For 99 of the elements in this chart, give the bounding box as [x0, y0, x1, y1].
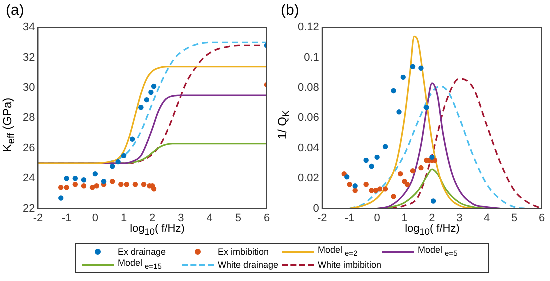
x-tick-label: 1 — [402, 212, 408, 224]
point — [410, 64, 416, 70]
x-axis-title: log$_{10}$( f/Hz) — [129, 223, 186, 238]
point — [132, 182, 138, 188]
point — [72, 182, 78, 188]
x-tick-label: 2 — [150, 212, 156, 224]
x-tick-label: -1 — [62, 212, 72, 224]
line-series — [376, 82, 502, 209]
x-tick-label: 2 — [429, 212, 436, 224]
line-series — [349, 36, 474, 209]
x-tick-label: 1 — [120, 212, 128, 224]
chart-title: (b) — [281, 2, 300, 19]
point — [121, 153, 127, 159]
y-tick-label: 0 — [313, 202, 320, 215]
point — [344, 174, 350, 180]
point — [373, 188, 379, 194]
y-tick-label: 0.06 — [298, 112, 320, 124]
point — [130, 136, 136, 142]
point — [391, 88, 396, 94]
y-tick-label: 28 — [22, 112, 36, 124]
point — [110, 179, 116, 184]
y-tick-label: 32 — [22, 52, 36, 64]
point — [138, 105, 144, 110]
point — [58, 196, 64, 201]
legend-label: Ex imbibition — [218, 246, 270, 256]
legend-label: Model $_{e=15}$ — [118, 258, 162, 271]
legend-label: Model $_{e=5}$ — [418, 245, 458, 258]
y-tick-label: 24 — [22, 172, 36, 185]
x-axis-title: log$_{10}$( f/Hz) — [404, 223, 461, 238]
point — [58, 185, 64, 190]
point — [72, 176, 78, 182]
y-tick-label: 0.04 — [298, 142, 320, 154]
x-tick-label: 6 — [538, 212, 546, 224]
y-tick-label: 0.02 — [298, 172, 320, 185]
y-tick-label: 0.12 — [298, 22, 320, 34]
point — [144, 97, 150, 103]
point — [124, 182, 130, 188]
x-tick-label: 0 — [374, 212, 380, 224]
point — [81, 178, 87, 183]
point — [400, 74, 406, 80]
point — [391, 194, 396, 200]
line-series — [390, 78, 542, 209]
x-tick-label: 4 — [484, 212, 490, 224]
point — [396, 110, 402, 115]
point — [347, 182, 352, 188]
y-tick-label: 0.1 — [304, 52, 320, 64]
point — [352, 184, 358, 189]
point — [418, 165, 424, 171]
point — [382, 144, 388, 150]
point — [110, 164, 116, 170]
point — [352, 188, 358, 194]
y-tick-label: 0.08 — [298, 82, 320, 94]
point — [418, 66, 424, 71]
point — [151, 186, 157, 192]
legend-label: Model $_{e=2}$ — [318, 245, 358, 258]
point — [64, 185, 70, 190]
point — [151, 84, 157, 90]
point — [90, 185, 96, 190]
x-tick-label: 3 — [456, 212, 463, 224]
line-series — [38, 66, 267, 164]
chart-title: (a) — [6, 2, 24, 19]
x-tick-label: 0 — [92, 212, 98, 224]
point — [364, 158, 369, 164]
x-tick-label: 5 — [235, 212, 242, 224]
y-tick-label: 26 — [22, 142, 36, 154]
point — [404, 182, 410, 188]
x-tick-label: 5 — [511, 212, 518, 224]
x-tick-label: 6 — [264, 212, 270, 224]
y-tick-label: 34 — [22, 22, 36, 34]
point — [92, 171, 98, 177]
point — [398, 171, 404, 177]
legend-label: White imbibition — [318, 260, 382, 270]
point — [424, 105, 430, 110]
point — [382, 186, 388, 192]
line-series — [349, 86, 526, 209]
x-tick-label: -2 — [33, 212, 44, 224]
legend-label: Ex drainage — [118, 246, 166, 256]
legend-label: White drainage — [218, 260, 279, 270]
point — [369, 164, 374, 170]
point — [118, 182, 124, 188]
point — [94, 184, 100, 189]
point — [64, 176, 70, 182]
point — [430, 198, 436, 204]
point — [364, 182, 369, 188]
x-tick-label: -1 — [344, 212, 355, 224]
point — [81, 184, 87, 189]
point — [116, 159, 121, 165]
point — [377, 186, 383, 192]
point — [374, 154, 380, 160]
x-tick-label: -2 — [318, 212, 328, 224]
point — [430, 154, 435, 160]
point — [410, 168, 416, 174]
x-tick-label: 4 — [206, 212, 213, 224]
y-tick-label: 30 — [22, 82, 36, 94]
point — [148, 90, 154, 96]
y-tick-label: 22 — [22, 202, 36, 215]
x-tick-label: 3 — [178, 212, 184, 224]
point — [101, 179, 107, 184]
point — [141, 182, 147, 188]
